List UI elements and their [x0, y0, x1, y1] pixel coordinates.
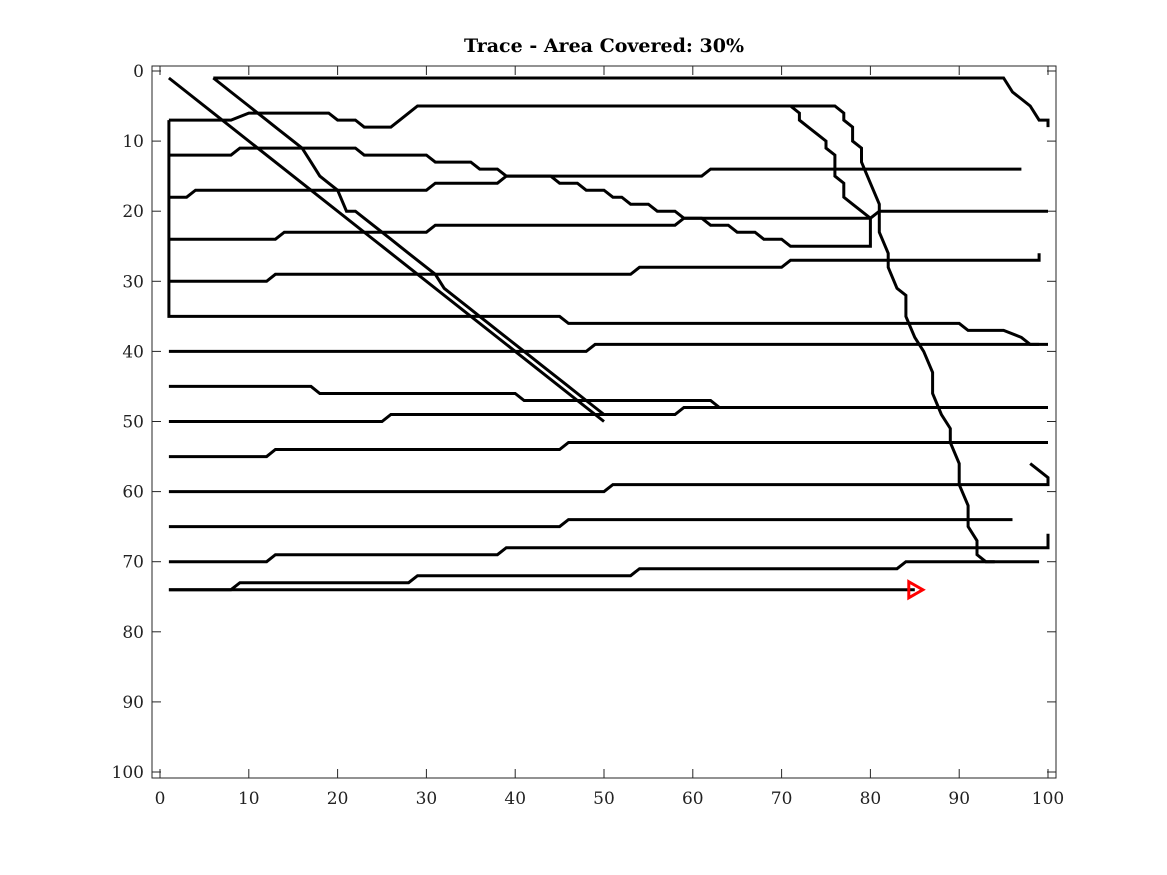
y-tick-label: 20 — [122, 202, 144, 222]
y-tick-label: 30 — [122, 272, 144, 292]
x-tick-label: 80 — [860, 789, 882, 809]
trace-segment — [168, 384, 1004, 409]
x-tick-label: 70 — [771, 789, 793, 809]
trace-segment — [168, 533, 1050, 564]
x-tick-label: 100 — [1032, 789, 1064, 809]
trace-segment — [168, 253, 1041, 283]
trace-segment — [168, 462, 1050, 494]
end-marker-layer — [907, 579, 926, 601]
y-tick-label: 40 — [122, 342, 144, 362]
end-marker-triangle — [907, 579, 926, 601]
x-tick-label: 50 — [593, 789, 615, 809]
x-tick-label: 30 — [416, 789, 438, 809]
trace-segment — [168, 518, 1013, 529]
plot-area-frame — [151, 65, 1057, 779]
trace-segment — [168, 104, 1040, 564]
y-tick-label: 90 — [122, 693, 144, 713]
trace-segment — [168, 441, 1048, 459]
trace-series — [167, 76, 1050, 592]
trace-segment — [167, 76, 605, 423]
trace-segment — [168, 406, 1048, 423]
y-tick-label: 80 — [122, 623, 144, 643]
trace-segment — [168, 167, 1022, 199]
y-tick-label: 60 — [122, 483, 144, 503]
y-tick-label: 70 — [122, 553, 144, 573]
x-tick-label: 60 — [682, 789, 704, 809]
x-tick-label: 90 — [948, 789, 970, 809]
x-tick-label: 0 — [155, 789, 166, 809]
x-axis: 0 10 20 30 40 50 60 70 80 90 100 — [155, 66, 1064, 809]
y-tick-label: 50 — [122, 413, 144, 433]
x-tick-label: 10 — [238, 789, 260, 809]
trace-segment — [168, 209, 1048, 241]
trace-segment — [168, 342, 1048, 353]
trace-segment — [212, 76, 605, 416]
chart-title: Trace - Area Covered: 30% — [464, 35, 744, 57]
trace-segment — [168, 560, 995, 592]
trace-segment — [213, 76, 1050, 128]
x-tick-label: 40 — [504, 789, 526, 809]
y-tick-label: 10 — [122, 132, 144, 152]
trace-segment — [167, 120, 1040, 346]
y-tick-label: 0 — [133, 62, 144, 82]
y-axis: 0 10 20 30 40 50 60 70 80 90 100 — [112, 62, 1056, 783]
y-tick-label: 100 — [112, 763, 144, 783]
x-tick-label: 20 — [327, 789, 349, 809]
